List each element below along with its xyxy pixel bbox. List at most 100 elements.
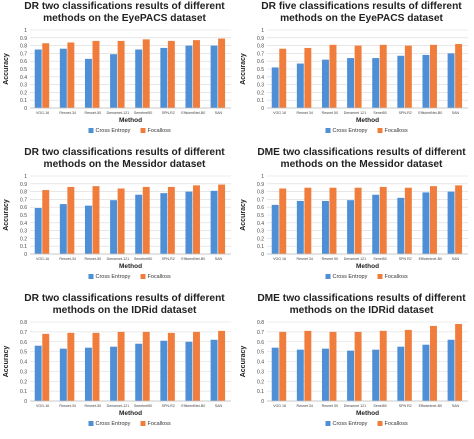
chart-title-line: methods on the IDRid dataset bbox=[290, 305, 434, 316]
bar-focalloss bbox=[193, 40, 200, 108]
x-tick-label: Densenet-121 bbox=[107, 404, 130, 408]
bar-cross-entropy bbox=[372, 194, 380, 254]
bar-focalloss bbox=[379, 330, 387, 401]
bar-focalloss bbox=[279, 331, 287, 401]
bar-focalloss bbox=[67, 42, 75, 109]
y-tick-label: 0.7 bbox=[20, 330, 27, 336]
chart-title-line: methods on the Messidor dataset bbox=[44, 159, 207, 170]
bar-cross-entropy bbox=[135, 194, 143, 254]
bar-focalloss bbox=[354, 331, 362, 401]
x-tick-label: Densenet 121 bbox=[344, 404, 366, 408]
bar-focalloss bbox=[117, 331, 125, 401]
bar-cross-entropy bbox=[84, 347, 92, 401]
y-tick-label: 0.5 bbox=[257, 213, 264, 219]
x-tick-label: Resnet 50 bbox=[322, 111, 338, 115]
x-tick-label: VGG-16 bbox=[36, 111, 49, 115]
bar-focalloss bbox=[92, 40, 100, 108]
bar-focalloss bbox=[193, 331, 200, 401]
bar-focalloss bbox=[304, 330, 312, 401]
chart-title-line: methods on the EyePACS dataset bbox=[280, 13, 443, 24]
chart-svg: DR two classifications results of differ… bbox=[3, 1, 231, 134]
y-tick-label: 0.2 bbox=[257, 90, 264, 96]
bar-cross-entropy bbox=[321, 348, 329, 401]
x-tick-label: EfficientNet-B0 bbox=[181, 404, 205, 408]
y-tick-label: 1 bbox=[24, 28, 27, 34]
bar-cross-entropy bbox=[135, 343, 143, 401]
y-tick-label: 0.1 bbox=[20, 389, 27, 395]
y-tick-label: 0.8 bbox=[257, 190, 264, 196]
x-tick-label: SAN bbox=[452, 404, 460, 408]
x-tick-label: Resnet 50 bbox=[322, 404, 338, 408]
y-tick-label: 0 bbox=[24, 252, 27, 258]
bar-cross-entropy bbox=[271, 204, 279, 254]
legend-swatch-cross-entropy bbox=[325, 274, 331, 279]
bar-focalloss bbox=[329, 187, 337, 254]
bar-cross-entropy bbox=[34, 207, 42, 254]
legend-label-cross-entropy: Cross Entropy bbox=[96, 274, 131, 280]
bar-cross-entropy bbox=[271, 67, 279, 108]
legend-label-cross-entropy: Cross Entropy bbox=[333, 128, 368, 134]
chart-svg: DME two classifications results of diffe… bbox=[240, 293, 468, 427]
legend-label-focalloss: Focalloss bbox=[148, 274, 171, 280]
y-tick-label: 0.1 bbox=[257, 98, 264, 104]
bar-cross-entropy bbox=[347, 200, 355, 254]
legend-label-focalloss: Focalloss bbox=[385, 128, 408, 134]
x-axis-label: Method bbox=[119, 263, 142, 270]
bar-focalloss bbox=[167, 186, 175, 254]
y-tick-label: 1 bbox=[261, 174, 264, 180]
bar-cross-entropy bbox=[110, 200, 118, 254]
x-tick-label: VGG-16 bbox=[36, 257, 49, 261]
y-tick-label: 0.4 bbox=[20, 221, 27, 227]
bar-focalloss bbox=[430, 186, 437, 254]
bar-focalloss bbox=[42, 43, 50, 109]
y-tick-label: 0.1 bbox=[257, 244, 264, 250]
bar-focalloss bbox=[455, 44, 463, 108]
bar-focalloss bbox=[354, 45, 362, 108]
chart-panel-dr-five-eyepacs: DR five classifications results of diffe… bbox=[237, 0, 474, 146]
x-tick-label: Densenet 121 bbox=[344, 257, 366, 261]
bar-cross-entropy bbox=[110, 346, 118, 401]
bar-cross-entropy bbox=[34, 345, 42, 401]
x-axis-label: Method bbox=[119, 117, 142, 124]
y-tick-label: 0.4 bbox=[20, 360, 27, 366]
y-tick-label: 0.1 bbox=[20, 98, 27, 104]
y-tick-label: 0.6 bbox=[257, 59, 264, 65]
bar-focalloss bbox=[430, 325, 437, 401]
bar-cross-entropy bbox=[185, 45, 193, 108]
legend-swatch-cross-entropy bbox=[88, 274, 94, 279]
y-tick-label: 0 bbox=[24, 106, 27, 112]
legend-swatch-focalloss bbox=[140, 421, 146, 426]
x-tick-label: SAN bbox=[215, 257, 223, 261]
bar-focalloss bbox=[379, 44, 387, 108]
x-tick-label: Densenet-121 bbox=[107, 111, 130, 115]
y-tick-label: 0 bbox=[261, 106, 264, 112]
y-tick-label: 0 bbox=[261, 252, 264, 258]
bar-cross-entropy bbox=[447, 53, 455, 108]
y-tick-label: 0.5 bbox=[20, 213, 27, 219]
x-axis-label: Method bbox=[356, 410, 379, 417]
x-axis-label: Method bbox=[356, 263, 379, 270]
legend-swatch-focalloss bbox=[377, 274, 383, 279]
bar-focalloss bbox=[404, 329, 412, 401]
legend-label-focalloss: Focalloss bbox=[148, 421, 171, 427]
bar-cross-entropy bbox=[347, 350, 355, 401]
bar-focalloss bbox=[167, 40, 175, 108]
y-axis-label: Accuracy bbox=[3, 53, 10, 85]
x-tick-label: SPN-R2 bbox=[162, 404, 175, 408]
legend-label-cross-entropy: Cross Entropy bbox=[333, 421, 368, 427]
bar-cross-entropy bbox=[84, 205, 92, 254]
x-tick-label: VGG 16 bbox=[273, 404, 286, 408]
y-tick-label: 0.7 bbox=[20, 51, 27, 57]
y-tick-label: 0.7 bbox=[20, 197, 27, 203]
chart-title-line: DR two classifications results of differ… bbox=[24, 147, 225, 158]
x-tick-label: Efficientnet-B0 bbox=[419, 257, 442, 261]
y-tick-label: 0.8 bbox=[20, 190, 27, 196]
x-tick-label: SPN R2 bbox=[399, 257, 412, 261]
y-tick-label: 0.1 bbox=[20, 244, 27, 250]
bar-focalloss bbox=[455, 185, 463, 254]
x-tick-label: Senet50 bbox=[373, 404, 386, 408]
y-tick-label: 0.8 bbox=[20, 320, 27, 326]
y-tick-label: 0.3 bbox=[257, 229, 264, 235]
chart-panel-dr-two-idrid: DR two classifications results of differ… bbox=[0, 292, 237, 439]
bar-cross-entropy bbox=[321, 200, 329, 254]
